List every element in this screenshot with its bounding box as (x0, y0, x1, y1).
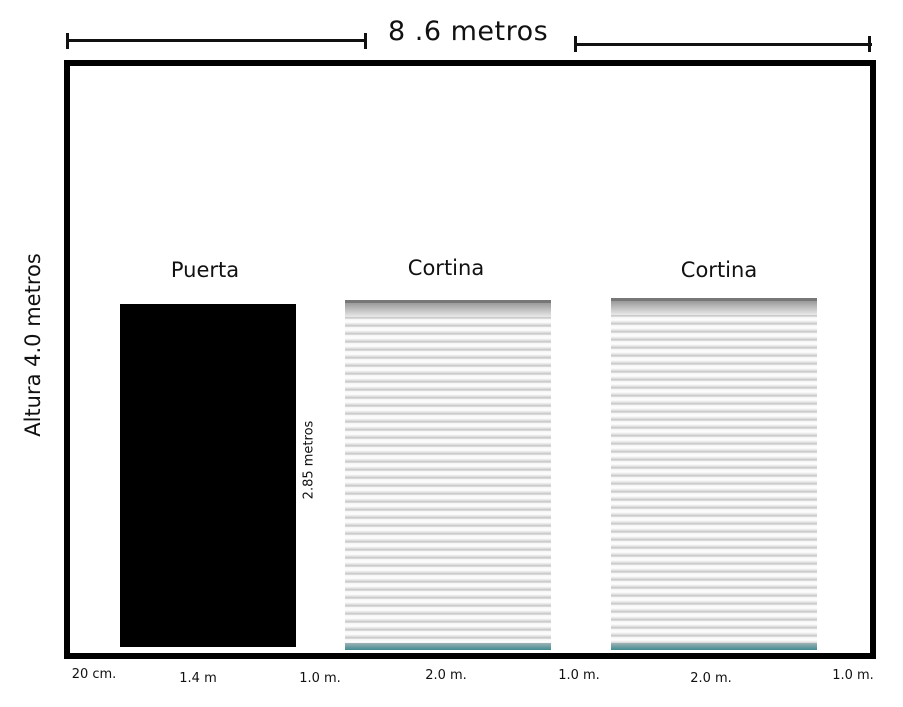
width-dimension-line-left (66, 39, 367, 42)
curtain-2-label: Cortina (680, 258, 758, 282)
segment-label: 1.0 m. (299, 671, 341, 686)
segment-label: 1.0 m. (832, 668, 874, 683)
roller-curtain-2 (611, 298, 817, 650)
door-label: Puerta (170, 258, 240, 282)
width-dimension-tick-right (868, 36, 871, 52)
segment-label: 2.0 m. (690, 671, 732, 686)
door-opening (120, 304, 296, 647)
segment-label: 1.0 m. (558, 668, 600, 683)
width-dimension-tick-mid-left (364, 33, 367, 49)
door-height-label: 2.85 metros (301, 420, 317, 500)
curtain-1-label: Cortina (407, 256, 485, 280)
segment-label: 20 cm. (71, 667, 117, 682)
roller-curtain-1 (345, 300, 551, 650)
segment-label: 2.0 m. (425, 668, 467, 683)
segment-label: 1.4 m (179, 671, 217, 686)
total-width-label: 8 .6 metros (388, 16, 549, 47)
wall-height-label: Altura 4.0 metros (21, 253, 45, 437)
wall-outline (64, 60, 876, 659)
width-dimension-line-right (574, 43, 872, 46)
